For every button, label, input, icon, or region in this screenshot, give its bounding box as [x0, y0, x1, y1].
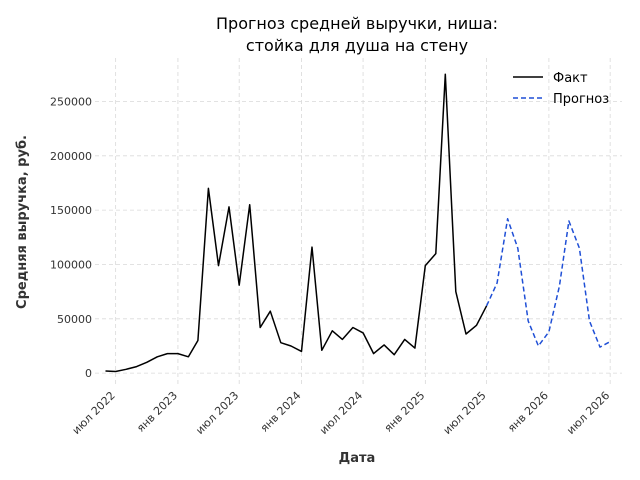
- y-tick-label: 150000: [50, 204, 92, 217]
- chart-title-line1: Прогноз средней выручки, ниша:: [216, 14, 498, 33]
- x-tick-label: янв 2025: [382, 389, 428, 435]
- legend-label-forecast: Прогноз: [553, 92, 609, 107]
- grid-layer: [95, 58, 622, 384]
- x-tick-label: июл 2022: [70, 389, 118, 437]
- y-tick-label: 100000: [50, 258, 92, 271]
- x-tick-label: янв 2024: [258, 389, 304, 435]
- x-tick-label: июл 2026: [564, 389, 612, 437]
- y-tick-label: 0: [85, 367, 92, 380]
- series-line-forecast: [485, 218, 611, 348]
- x-axis-label: Дата: [339, 451, 376, 466]
- chart-title-line2: стойка для душа на стену: [246, 36, 468, 55]
- y-tick-labels: 0 50000 100000 150000 200000 250000: [50, 95, 92, 380]
- series-layer: [105, 73, 611, 373]
- x-tick-label: янв 2023: [134, 389, 180, 435]
- x-tick-labels: июл 2022 янв 2023 июл 2023 янв 2024 июл 2024…: [70, 389, 613, 437]
- x-tick-label: янв 2026: [505, 389, 551, 435]
- series-line-fact: [105, 73, 488, 373]
- x-tick-label: июл 2025: [441, 389, 489, 437]
- legend: Факт Прогноз: [513, 71, 609, 107]
- legend-label-fact: Факт: [553, 71, 588, 86]
- y-tick-label: 50000: [57, 313, 92, 326]
- y-axis-label: Средняя выручка, руб.: [15, 135, 30, 309]
- x-tick-label: июл 2024: [317, 389, 365, 437]
- y-tick-label: 200000: [50, 150, 92, 163]
- y-tick-label: 250000: [50, 95, 92, 108]
- x-tick-label: июл 2023: [193, 389, 241, 437]
